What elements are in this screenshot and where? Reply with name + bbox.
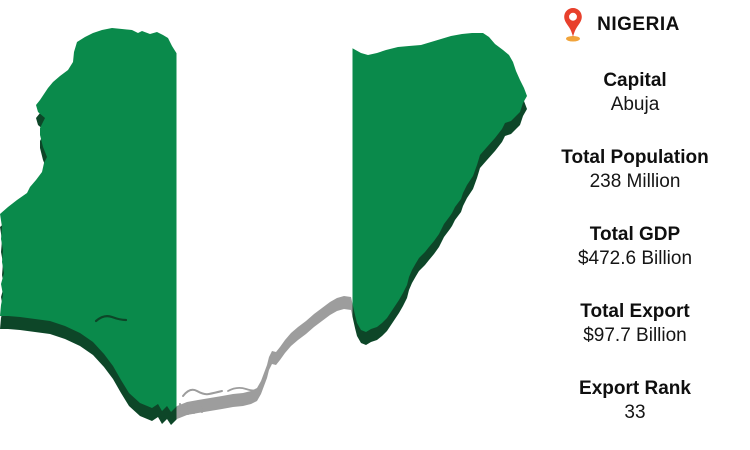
stat-value: Abuja	[610, 94, 660, 115]
stat-value: 33	[624, 402, 646, 423]
stat-label: Capital	[603, 70, 667, 91]
location-pin-icon	[564, 8, 582, 42]
stat-label: Total GDP	[589, 224, 681, 245]
nigeria-flag-map	[0, 28, 527, 425]
delta-fringe-ticks	[179, 402, 203, 415]
pin-hole	[569, 12, 578, 21]
delta-creek-line	[182, 388, 223, 397]
stat-label: Total Export	[580, 301, 690, 322]
stat-total-gdp: Total GDP $472.6 Billion	[578, 223, 692, 271]
stat-value: $472.6 Billion	[577, 248, 693, 269]
pin-body	[564, 8, 582, 37]
delta-creek-line	[227, 386, 261, 392]
pin-base-shadow	[566, 36, 581, 42]
stat-value: 238 Million	[589, 171, 681, 192]
stat-total-population: Total Population 238 Million	[561, 146, 708, 194]
stat-value: $97.7 Billion	[583, 325, 687, 346]
stat-capital: Capital Abuja	[603, 69, 666, 117]
country-header: NIGERIA	[562, 6, 680, 44]
stat-total-export: Total Export $97.7 Billion	[580, 300, 689, 348]
lagoon-creek-line	[94, 315, 128, 323]
stat-label: Export Rank	[579, 378, 691, 399]
coastal-creek-details	[94, 315, 261, 415]
stat-label: Total Population	[561, 147, 709, 168]
country-info-panel: NIGERIA Capital Abuja Total Population 2…	[520, 0, 750, 450]
stat-export-rank: Export Rank 33	[579, 377, 691, 425]
flag-stripe-left	[0, 28, 177, 412]
country-stats: Capital Abuja Total Population 238 Milli…	[561, 69, 708, 450]
country-name: NIGERIA	[597, 14, 680, 35]
map-top-face	[0, 28, 527, 412]
